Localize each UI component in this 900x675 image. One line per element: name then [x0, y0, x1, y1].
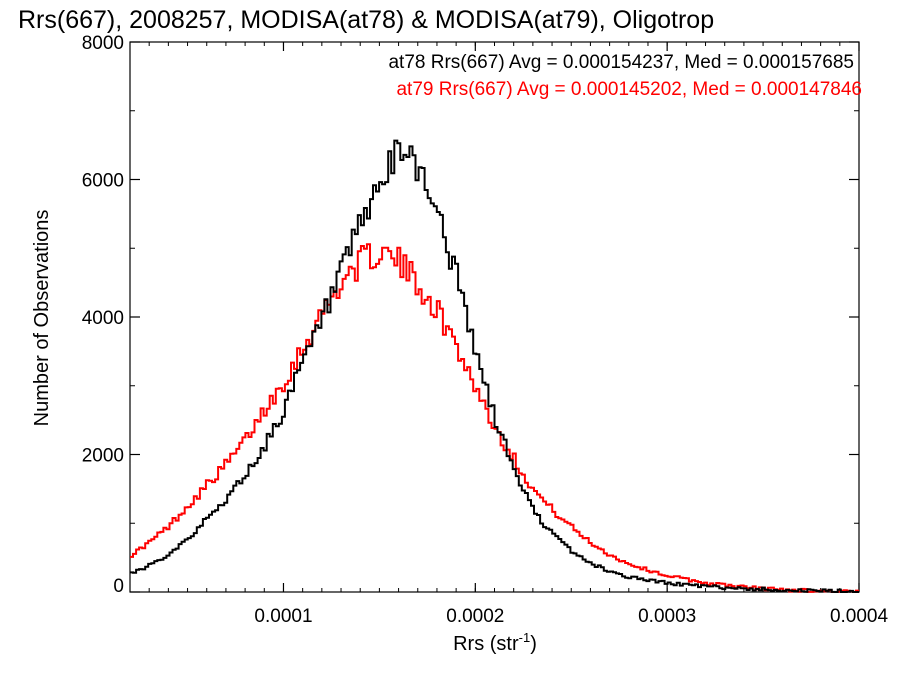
chart-title: Rrs(667), 2008257, MODISA(at78) & MODISA… — [18, 6, 714, 34]
y-tick-label: 4000 — [82, 308, 124, 329]
y-tick-label: 0 — [113, 576, 124, 597]
x-tick-label: 0.0003 — [638, 606, 696, 627]
legend-at79: at79 Rrs(667) Avg = 0.000145202, Med = 0… — [396, 79, 862, 100]
y-tick-label: 8000 — [82, 33, 124, 54]
x-tick-label: 0.0004 — [830, 606, 889, 627]
legend-at78: at78 Rrs(667) Avg = 0.000154237, Med = 0… — [388, 52, 854, 73]
plot-area: 0.0001 0.0002 0.0003 0.0004 0 2000 4000 6000 800… — [82, 33, 889, 627]
y-tick-label: 2000 — [82, 446, 124, 467]
x-axis-label: Rrs (str-1) — [453, 630, 537, 655]
x-tick-label: 0.0002 — [446, 606, 504, 627]
series-line-at78 — [130, 139, 859, 593]
y-axis-label: Number of Observations — [31, 210, 53, 427]
y-tick-label: 6000 — [82, 171, 124, 192]
x-tick-label: 0.0001 — [254, 606, 312, 627]
series-line-at79 — [130, 243, 859, 593]
plot-frame — [129, 41, 860, 593]
